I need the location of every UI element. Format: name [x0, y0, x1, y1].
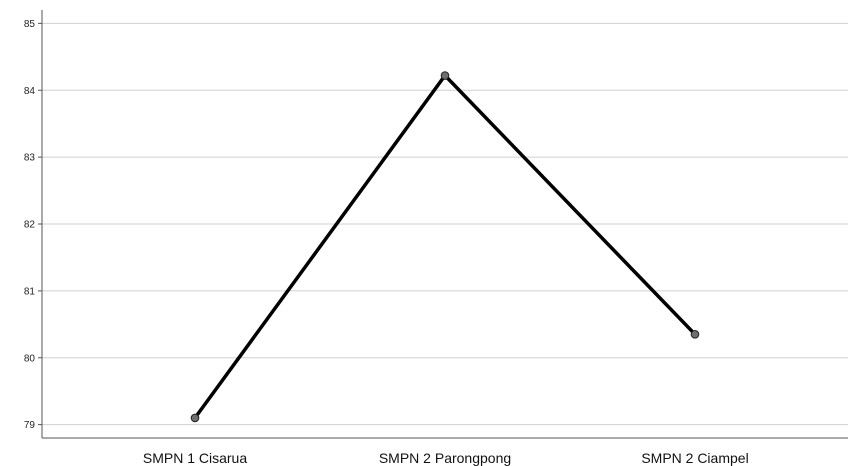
series-polyline: [193, 72, 697, 419]
data-points: [190, 71, 700, 423]
series-line: [193, 72, 697, 419]
y-tick-label-80: 80: [24, 353, 36, 364]
y-tick-label-85: 85: [24, 19, 36, 30]
x-category-label: SMPN 2 Ciampel: [641, 450, 748, 466]
y-tick-label-84: 84: [24, 86, 36, 97]
data-point: [190, 413, 200, 423]
data-point: [690, 330, 700, 339]
y-tick-label-79: 79: [24, 420, 36, 431]
y-tick-label-82: 82: [24, 220, 36, 231]
y-axis-ticks: 79 80 81 82 83 84 85: [24, 19, 42, 431]
data-point: [440, 71, 450, 80]
y-tick-label-81: 81: [24, 286, 36, 297]
x-axis-labels: SMPN 1 Cisarua SMPN 2 Parongpong SMPN 2 Ci…: [143, 450, 749, 466]
x-category-label: SMPN 1 Cisarua: [143, 450, 247, 466]
gridlines: [42, 22, 848, 426]
x-category-label: SMPN 2 Parongpong: [379, 450, 511, 466]
y-tick-label-83: 83: [24, 153, 36, 164]
